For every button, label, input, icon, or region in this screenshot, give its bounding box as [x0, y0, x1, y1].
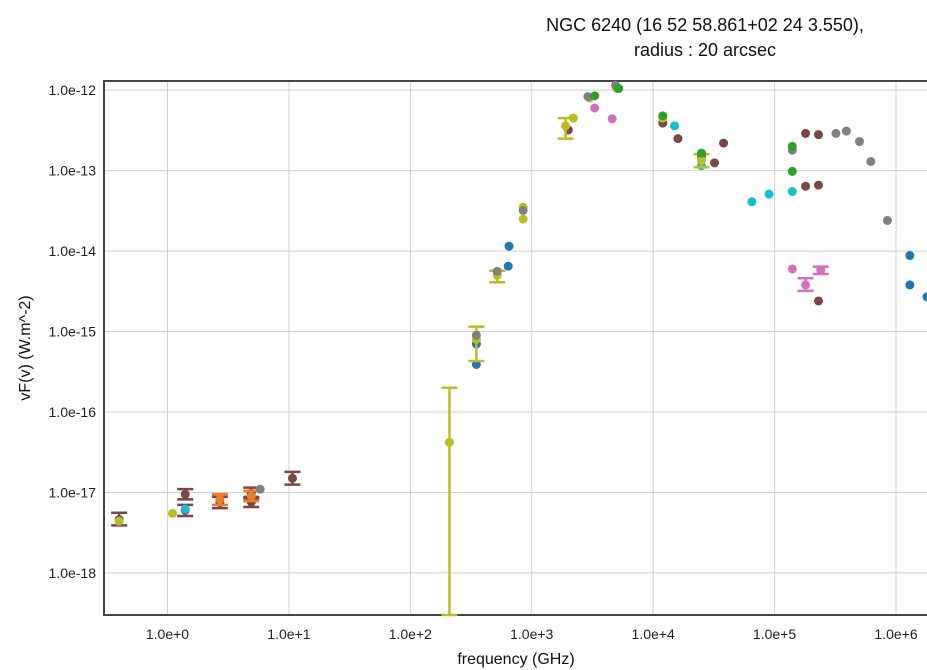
- data-point[interactable]: [787, 187, 797, 197]
- data-point[interactable]: [747, 197, 757, 207]
- data-point[interactable]: [831, 128, 841, 138]
- data-point[interactable]: [590, 91, 600, 101]
- data-point[interactable]: [215, 494, 225, 504]
- chart-subtitle: radius : 20 arcsec: [634, 40, 776, 60]
- data-point[interactable]: [614, 83, 624, 93]
- x-axis-ticks: 1.0e+0 1.0e+1 1.0e+2 1.0e+3 1.0e+4 1.0e+5 1.0e…: [146, 626, 918, 642]
- data-point[interactable]: [471, 330, 481, 340]
- data-point[interactable]: [787, 264, 797, 274]
- y-axis-ticks: 1.0e-12 1.0e-13 1.0e-14 1.0e-15 1.0e-16 1.0e-…: [49, 82, 97, 581]
- data-point[interactable]: [922, 292, 927, 302]
- data-point[interactable]: [568, 113, 578, 123]
- data-point[interactable]: [787, 166, 797, 176]
- data-point[interactable]: [764, 189, 774, 199]
- x-tick-label: 1.0e+0: [146, 626, 189, 642]
- y-tick-label: 1.0e-16: [49, 404, 97, 420]
- data-point[interactable]: [696, 155, 706, 165]
- data-point[interactable]: [854, 137, 864, 147]
- data-point[interactable]: [905, 280, 915, 290]
- y-tick-label: 1.0e-15: [49, 324, 97, 340]
- data-point[interactable]: [801, 280, 811, 290]
- data-point[interactable]: [814, 296, 824, 306]
- data-point[interactable]: [801, 128, 811, 138]
- data-point[interactable]: [180, 504, 190, 514]
- x-tick-label: 1.0e+6: [874, 626, 917, 642]
- data-point[interactable]: [670, 121, 680, 131]
- data-point[interactable]: [518, 214, 528, 224]
- data-point[interactable]: [504, 241, 514, 251]
- x-tick-label: 1.0e+1: [267, 626, 310, 642]
- data-point[interactable]: [590, 103, 600, 113]
- data-point[interactable]: [168, 508, 178, 518]
- data-point[interactable]: [607, 114, 617, 124]
- data-point[interactable]: [866, 156, 876, 166]
- data-point[interactable]: [561, 121, 571, 131]
- y-tick-label: 1.0e-14: [49, 243, 97, 259]
- data-point[interactable]: [801, 181, 811, 191]
- data-point[interactable]: [287, 473, 297, 483]
- x-axis-title: frequency (GHz): [457, 651, 574, 668]
- data-point[interactable]: [492, 266, 502, 276]
- data-point[interactable]: [882, 215, 892, 225]
- data-point[interactable]: [658, 111, 668, 121]
- data-point[interactable]: [814, 180, 824, 190]
- data-point[interactable]: [444, 437, 454, 447]
- data-point[interactable]: [114, 516, 124, 526]
- data-point[interactable]: [180, 489, 190, 499]
- data-point[interactable]: [518, 205, 528, 215]
- data-point[interactable]: [710, 158, 720, 168]
- data-point[interactable]: [503, 261, 513, 271]
- data-point[interactable]: [696, 148, 706, 158]
- data-point[interactable]: [719, 138, 729, 148]
- data-point[interactable]: [814, 130, 824, 140]
- x-tick-label: 1.0e+2: [389, 626, 432, 642]
- x-tick-label: 1.0e+3: [510, 626, 553, 642]
- data-point[interactable]: [583, 92, 593, 102]
- data-point[interactable]: [246, 491, 256, 501]
- y-tick-label: 1.0e-12: [49, 82, 97, 98]
- y-tick-label: 1.0e-13: [49, 163, 97, 179]
- data-point[interactable]: [841, 126, 851, 136]
- data-point[interactable]: [673, 134, 683, 144]
- error-bar: [441, 386, 458, 617]
- x-tick-label: 1.0e+4: [632, 626, 675, 642]
- x-tick-label: 1.0e+5: [753, 626, 796, 642]
- y-tick-label: 1.0e-18: [49, 565, 97, 581]
- data-point[interactable]: [255, 484, 265, 494]
- chart-title: NGC 6240 (16 52 58.861+02 24 3.550),: [546, 15, 864, 35]
- data-point[interactable]: [905, 251, 915, 261]
- data-point[interactable]: [816, 265, 826, 275]
- y-axis-title: vF(v) (W.m^-2): [17, 295, 34, 400]
- grid: [104, 81, 927, 615]
- y-tick-label: 1.0e-17: [49, 484, 97, 500]
- plot-frame: [103, 80, 927, 616]
- data-points: [111, 80, 927, 617]
- data-point[interactable]: [787, 141, 797, 151]
